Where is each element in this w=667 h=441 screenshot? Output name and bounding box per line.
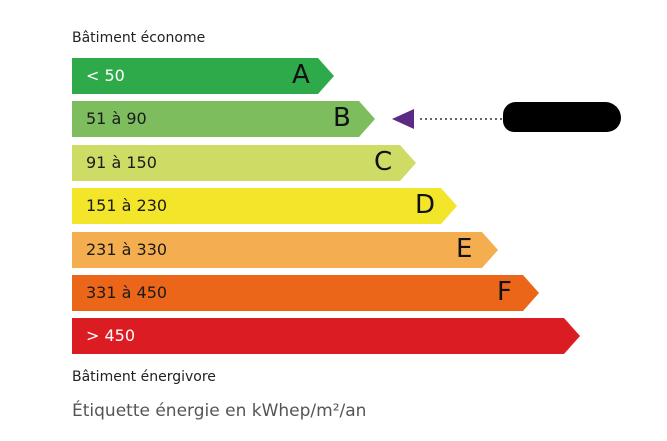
class-range: > 450 [86,326,136,346]
bar-shape [72,58,334,94]
caption: Étiquette énergie en kWhep/m²/an [72,401,367,421]
bar-shape [72,101,375,138]
class-letter: D [415,190,436,221]
bar-shape [72,144,416,181]
top-label: Bâtiment économe [72,30,206,46]
redacted-value [503,102,621,132]
arrow-head-icon [392,109,414,129]
bottom-label: Bâtiment énergivore [72,369,216,385]
class-letter: F [497,277,512,307]
bar-shape [72,188,457,225]
class-range: 331 à 450 [86,283,168,302]
bar-shape [72,275,539,311]
class-letter: C [374,146,393,177]
energy-class-d: 151 à 230 D [72,188,457,225]
energy-class-g: > 450 [72,318,580,355]
energy-class-f: 331 à 450 F [72,275,539,311]
class-range: 91 à 150 [86,152,157,172]
class-letter: E [456,233,473,264]
energy-class-c: 91 à 150 C [72,144,416,181]
class-range: 151 à 230 [86,196,168,216]
class-range: 51 à 90 [86,109,147,129]
class-letter: A [292,60,310,90]
class-range: 231 à 330 [86,239,168,259]
energy-class-a: < 50 A [72,58,334,94]
class-letter: B [333,103,351,134]
bar-shape [72,318,580,355]
bar-shape [72,231,498,268]
class-indicator-arrow [392,109,502,129]
class-range: < 50 [86,66,125,85]
energy-class-e: 231 à 330 E [72,231,498,268]
energy-class-b: 51 à 90 B [72,101,375,138]
